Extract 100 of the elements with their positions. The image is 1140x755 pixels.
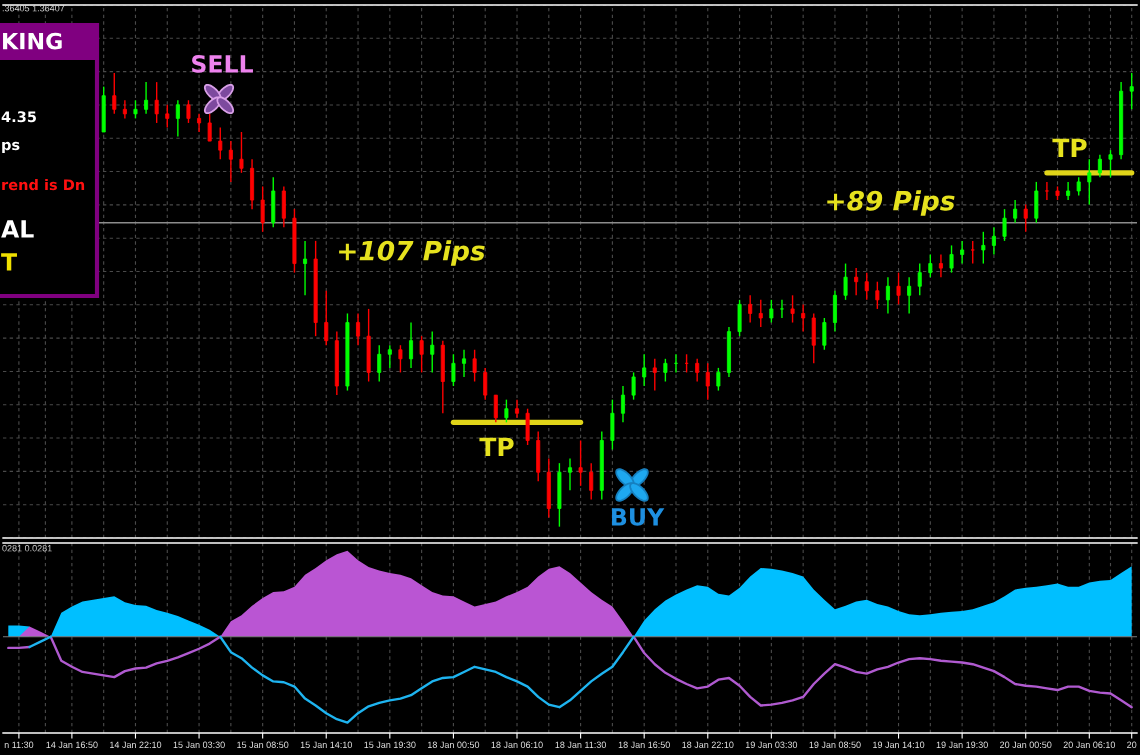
- x-tick-label: 19 Jan 08:50: [809, 741, 861, 748]
- candlestick: [981, 231, 986, 265]
- candlestick: [652, 358, 657, 392]
- x-tick-label: 19 Jan 19:30: [936, 741, 988, 748]
- candlestick: [398, 344, 403, 374]
- candlestick: [387, 344, 392, 369]
- candlestick: [938, 253, 943, 278]
- x-tick-label: 14 Jan 16:50: [46, 741, 98, 748]
- candlestick: [1066, 181, 1071, 201]
- candlestick: [1044, 181, 1049, 201]
- candlestick: [218, 126, 223, 160]
- candlestick: [917, 262, 922, 297]
- candlestick: [578, 439, 583, 487]
- x-tick-label: n 11:30: [4, 741, 34, 748]
- candlestick: [1129, 72, 1134, 111]
- x-tick-label: 20: [1127, 741, 1137, 748]
- candlestick: [695, 358, 700, 383]
- candlestick: [1097, 153, 1102, 179]
- candlestick: [896, 271, 901, 306]
- candlestick: [620, 385, 625, 424]
- x-tick-label: 20 Jan 06:10: [1063, 741, 1116, 748]
- annotation: 0281 0.0281: [2, 545, 52, 552]
- annotation: AL: [1, 220, 34, 238]
- annotation: rend is Dn: [2, 178, 85, 191]
- candlestick: [705, 362, 710, 401]
- candlestick: [165, 104, 170, 129]
- candlestick: [493, 394, 498, 424]
- candlestick: [144, 81, 149, 115]
- x-tick-label: 18 Jan 11:30: [555, 741, 607, 748]
- text: SELL: [192, 54, 253, 73]
- x-tick-label: 15 Jan 19:30: [364, 741, 416, 748]
- candlestick: [1013, 199, 1018, 224]
- text: KING: [3, 32, 62, 50]
- x-tick-label: 20 Jan 00:50: [1000, 741, 1052, 748]
- candlestick: [970, 240, 975, 265]
- candlestick: [430, 330, 435, 374]
- text: .36405 1.36407: [2, 5, 65, 12]
- x-tick-label: 19 Jan 03:30: [745, 741, 798, 748]
- candlestick: [854, 267, 859, 297]
- candlestick: [991, 226, 996, 256]
- candlestick: [960, 240, 965, 265]
- x-tick-label: 15 Jan 14:10: [300, 741, 352, 748]
- candlestick: [197, 113, 202, 133]
- candlestick: [207, 113, 212, 142]
- candlestick: [567, 457, 573, 492]
- annotation: T: [1, 253, 17, 271]
- annotation: +107 Pips: [339, 240, 485, 266]
- candlestick: [239, 131, 244, 174]
- annotation: 4.35: [1, 111, 36, 123]
- candlestick: [260, 185, 265, 233]
- annotation: BUY: [612, 508, 665, 526]
- candlestick: [1087, 158, 1092, 206]
- candlestick: [790, 294, 795, 324]
- candlestick: [419, 335, 424, 374]
- candlestick: [175, 99, 180, 138]
- x-tick-label: 18 Jan 22:10: [682, 741, 734, 748]
- candlestick: [864, 271, 869, 301]
- candlestick: [228, 140, 233, 183]
- candlestick: [822, 317, 827, 351]
- x-tick-label: 18 Jan 16:50: [618, 741, 670, 748]
- candlestick: [154, 81, 159, 124]
- candlestick: [589, 462, 594, 501]
- candlestick: [356, 312, 361, 346]
- candlestick: [1108, 149, 1113, 179]
- candlestick: [515, 398, 520, 419]
- annotation: TP: [1052, 138, 1087, 157]
- candlestick: [885, 276, 890, 315]
- candlestick: [324, 290, 329, 346]
- x-tick-label: 19 Jan 14:10: [873, 741, 925, 748]
- candlestick: [303, 240, 308, 297]
- candlestick: [472, 349, 477, 383]
- candlestick: [377, 344, 382, 383]
- candlestick: [928, 253, 933, 278]
- candlestick: [769, 299, 774, 324]
- candlestick: [843, 262, 848, 301]
- candlestick: [186, 99, 191, 124]
- x-tick-label: 15 Jan 08:50: [237, 741, 289, 748]
- candlestick: [642, 353, 647, 387]
- candlestick: [122, 99, 127, 120]
- candlestick: [748, 294, 753, 324]
- candlestick: [409, 321, 414, 369]
- candlestick: [112, 72, 117, 115]
- annotation: +89 Pips: [827, 190, 955, 216]
- candlestick: [949, 244, 954, 274]
- annotation: ps: [2, 141, 20, 154]
- candlestick: [716, 367, 721, 392]
- candlestick: [133, 99, 138, 120]
- x-tick-label: 15 Jan 03:30: [173, 741, 225, 748]
- candlestick: [1076, 176, 1081, 197]
- x-tick-label: 18 Jan 00:50: [428, 741, 480, 748]
- candlestick: [451, 353, 456, 387]
- x-tick-label: 18 Jan 06:10: [491, 741, 543, 748]
- candlestick: [801, 303, 806, 333]
- annotation: TP: [479, 437, 514, 456]
- candlestick: [483, 367, 488, 401]
- candlestick: [663, 358, 668, 383]
- candlestick: [758, 299, 763, 328]
- candlestick: [504, 398, 509, 424]
- candlestick: [875, 281, 880, 310]
- candlestick: [1023, 203, 1028, 233]
